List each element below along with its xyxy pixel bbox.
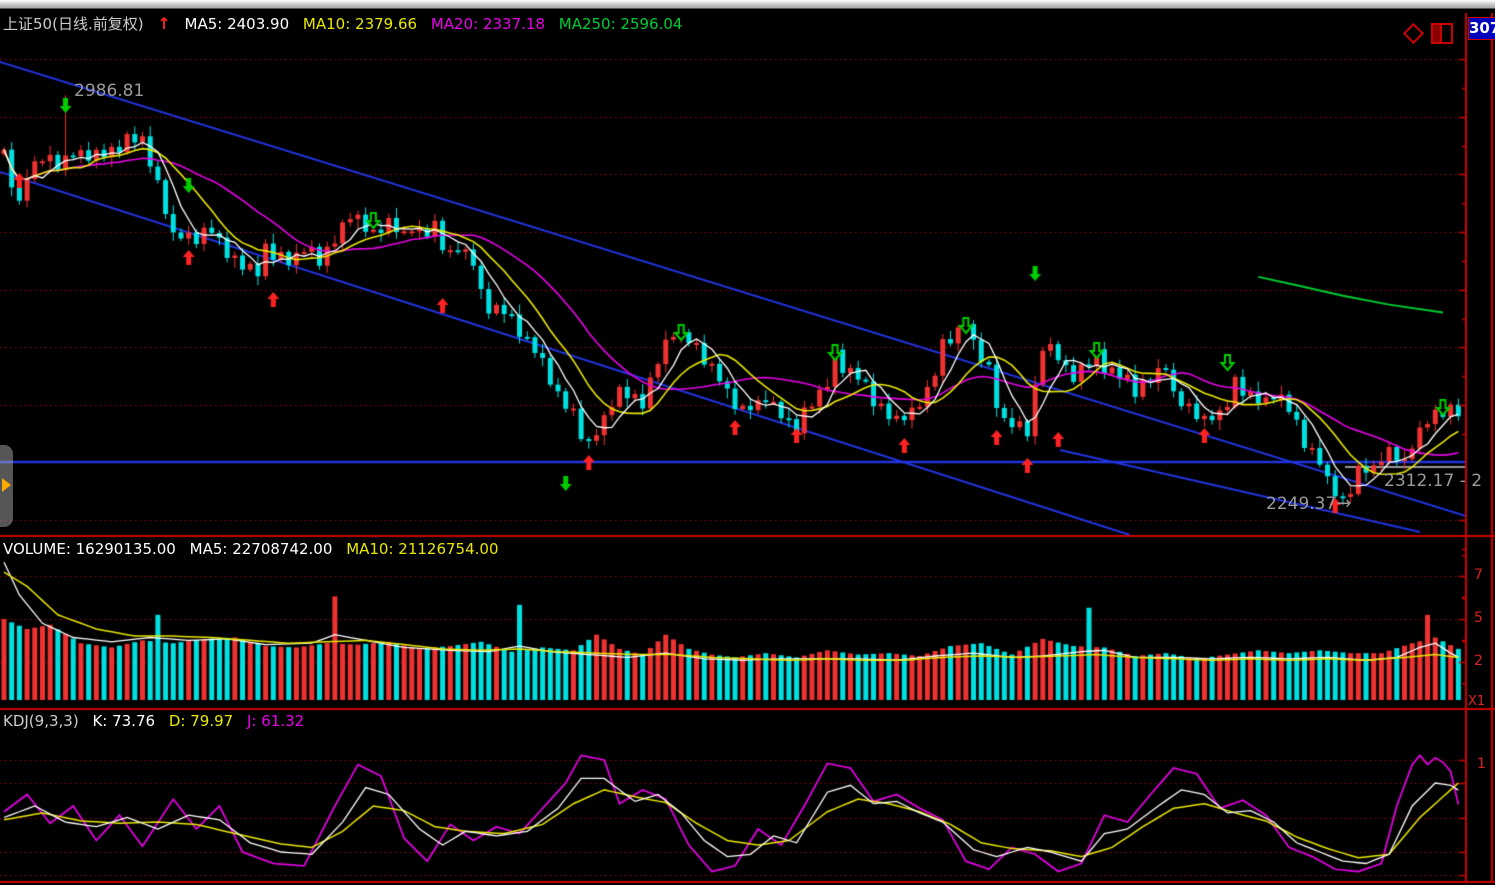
right-arrow-icon: → — [1336, 493, 1352, 514]
volume-axis-label-5: 5 — [1474, 610, 1483, 626]
kdj-d-label: D: 79.97 — [168, 712, 234, 730]
split-window-icon[interactable] — [1431, 23, 1453, 44]
kdj-header: KDJ(9,3,3) K: 73.76 D: 79.97 J: 61.32 — [3, 712, 313, 730]
kdj-k-label: K: 73.76 — [92, 712, 156, 730]
low-price-annotation: 2249.37→ — [1266, 493, 1351, 514]
volume-axis-label-7: 7 — [1474, 567, 1483, 583]
ma10-label: MA10: 2379.66 — [302, 15, 418, 33]
volume-value-label: VOLUME: 16290135.00 — [3, 540, 176, 558]
volume-ma5-label: MA5: 22708742.00 — [189, 540, 333, 558]
volume-header: VOLUME: 16290135.00 MA5: 22708742.00 MA1… — [3, 540, 508, 558]
kdj-title-label: KDJ(9,3,3) — [3, 712, 79, 730]
ma20-label: MA20: 2337.18 — [430, 15, 545, 33]
window-top-edge — [0, 0, 1495, 9]
volume-ma10-label: MA10: 21126754.00 — [346, 540, 499, 558]
chart-title: 上证50(日线.前复权) — [3, 15, 144, 33]
main-chart-header: 上证50(日线.前复权) ↑ MA5: 2403.90 MA10: 2379.6… — [3, 13, 691, 34]
left-panel-expander-handle[interactable] — [0, 445, 13, 527]
kdj-j-label: J: 61.32 — [246, 712, 305, 730]
buy-signal-arrow-icon: ↑ — [157, 14, 171, 33]
volume-multiplier-label: X1 — [1468, 694, 1486, 709]
last-price-axis-badge: 307 — [1468, 17, 1495, 40]
high-price-annotation: 2986.81 — [74, 81, 145, 101]
low-price-text: 2249.37 — [1266, 494, 1337, 514]
ma250-label: MA250: 2596.04 — [558, 15, 683, 33]
kdj-axis-label: 1 — [1477, 756, 1486, 772]
volume-axis-label-2: 2 — [1474, 653, 1483, 669]
measure-annotation: 2312.17 - 2 — [1384, 471, 1483, 491]
ma5-label: MA5: 2403.90 — [184, 15, 290, 33]
